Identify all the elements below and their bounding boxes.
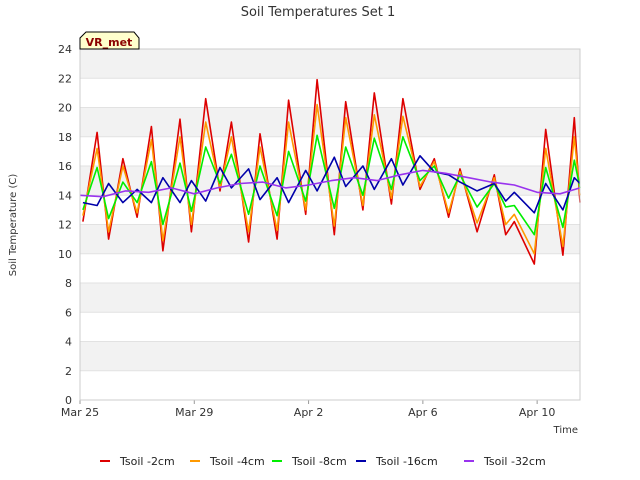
grid-band xyxy=(80,341,580,371)
chart-title: Soil Temperatures Set 1 xyxy=(241,5,396,20)
legend: Tsoil -2cm Tsoil -4cm Tsoil -8cm Tsoil -16c… xyxy=(100,455,546,468)
x-tick-label: Apr 2 xyxy=(294,406,324,419)
grid-band xyxy=(80,370,580,400)
series-line-tsoil-32cm xyxy=(79,169,581,198)
series-line-tsoil-8cm xyxy=(82,134,581,236)
x-axis-label: Time xyxy=(553,425,578,436)
grid-band xyxy=(80,136,580,166)
y-tick-label: 8 xyxy=(65,277,72,290)
grid-band xyxy=(80,312,580,342)
y-axis-label: Soil Temperature (C) xyxy=(8,174,19,277)
legend-label: Tsoil -32cm xyxy=(483,455,546,468)
grid-band xyxy=(80,283,580,313)
x-tick-label: Apr 6 xyxy=(408,406,438,419)
x-tick-label: Mar 29 xyxy=(175,406,213,419)
series-lines xyxy=(79,78,581,265)
y-tick-label: 0 xyxy=(65,394,72,407)
y-tick-label: 6 xyxy=(65,306,72,319)
badge-shape xyxy=(79,31,140,50)
grid-band xyxy=(80,78,580,108)
vr-met-badge: VR_met xyxy=(79,31,140,50)
x-tick-label: Mar 25 xyxy=(61,406,99,419)
y-tick-label: 22 xyxy=(58,72,72,85)
grid-band xyxy=(80,107,580,137)
y-tick-label: 12 xyxy=(58,219,72,232)
x-tick-label: Apr 10 xyxy=(519,406,556,419)
plot-frame xyxy=(79,48,581,401)
legend-label: Tsoil -2cm xyxy=(119,455,175,468)
badge-label: VR_met xyxy=(86,36,133,49)
legend-label: Tsoil -16cm xyxy=(375,455,438,468)
y-tick-label: 24 xyxy=(58,43,72,56)
y-tick-label: 18 xyxy=(58,131,72,144)
y-tick-label: 4 xyxy=(65,336,72,349)
series-line-tsoil-16cm xyxy=(82,155,581,214)
legend-label: Tsoil -8cm xyxy=(291,455,347,468)
y-tick-label: 10 xyxy=(58,248,72,261)
grid-band xyxy=(80,253,580,283)
y-tick-label: 2 xyxy=(65,365,72,378)
x-axis-ticks: Mar 25 Mar 29 Apr 2 Apr 6 Apr 10 xyxy=(61,400,556,419)
series-line-tsoil-2cm xyxy=(82,78,581,265)
legend-label: Tsoil -4cm xyxy=(209,455,265,468)
series-line-tsoil-4cm xyxy=(82,103,581,255)
y-tick-label: 20 xyxy=(58,102,72,115)
grid-band xyxy=(80,49,580,79)
y-tick-label: 14 xyxy=(58,189,72,202)
y-tick-label: 16 xyxy=(58,160,72,173)
